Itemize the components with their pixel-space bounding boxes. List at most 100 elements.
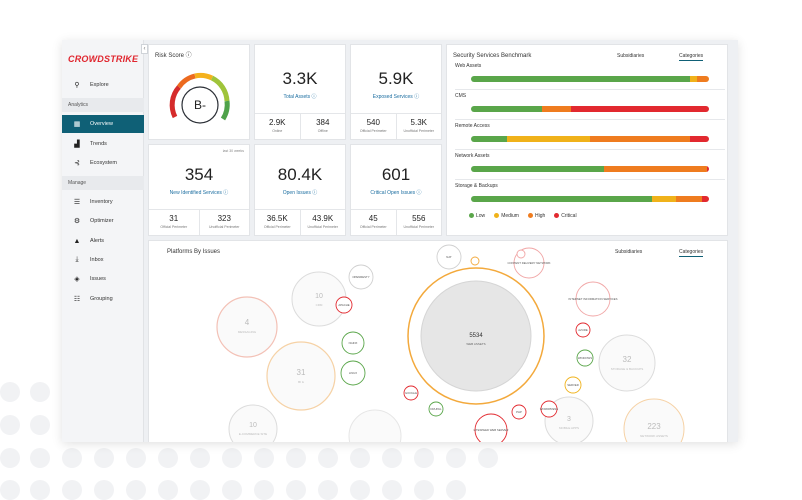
main-bubble-label: WEB ASSETS xyxy=(466,342,485,346)
risk-score-card: Risk Score ⓘ B- xyxy=(148,44,250,140)
sidebar-item-overview[interactable]: ▦ Overview xyxy=(62,115,144,133)
bubble-value: 4 xyxy=(245,318,250,327)
sidebar-item-explore[interactable]: ⚲ Explore xyxy=(62,76,144,94)
bar-segment-low xyxy=(471,106,543,112)
new-services-breakdown: 31 Official Perimeter 323 Unofficial Perim… xyxy=(149,209,249,235)
sidebar-item-ecosystem[interactable]: ⊰ Ecosystem xyxy=(62,154,144,172)
benchmark-bar[interactable] xyxy=(471,166,709,172)
benchmark-bar[interactable] xyxy=(471,76,709,82)
bubble-google[interactable] xyxy=(403,385,419,401)
sidebar-item-optimizer[interactable]: ⚙ Optimizer xyxy=(62,212,144,230)
bubble-litespeed[interactable] xyxy=(474,413,508,442)
bubble-nginx[interactable] xyxy=(341,331,365,355)
bubble-value: 10 xyxy=(249,422,257,429)
bubble-network-assets[interactable] xyxy=(623,398,685,442)
legend-swatch-medium xyxy=(494,213,500,219)
bubble-openresty[interactable] xyxy=(348,264,374,290)
benchmark-row-label: Web Assets xyxy=(455,63,482,69)
new-services-label[interactable]: New Identified Services ⓘ xyxy=(169,190,229,196)
bubble-label: WINDOWS xyxy=(578,356,592,360)
legend-swatch-critical xyxy=(554,213,560,219)
platforms-by-issues-card: Platforms By Issues Subsidiaries Categor… xyxy=(148,240,728,442)
bubble-label: NETWORK ASSETS xyxy=(640,434,668,438)
bubble-value: 32 xyxy=(623,355,632,364)
bubble-bi[interactable] xyxy=(266,341,336,411)
background-dots xyxy=(0,382,498,500)
bubble-messaging[interactable] xyxy=(216,296,278,358)
benchmark-bar[interactable] xyxy=(471,106,709,112)
bubble-label: AZURE xyxy=(578,328,588,332)
bubble-ecommerce[interactable] xyxy=(228,404,278,442)
bubble-faded xyxy=(348,409,402,442)
exposed-services-label[interactable]: Exposed Services ⓘ xyxy=(372,94,420,100)
bubble-label: NAT xyxy=(446,255,452,259)
open-issues-card[interactable]: 80.4K Open Issues ⓘ 36.5K Official Perime… xyxy=(254,144,346,236)
bubble-iis[interactable] xyxy=(575,281,611,317)
bubble-windows[interactable] xyxy=(576,349,594,367)
bubble-storage-backups[interactable] xyxy=(598,334,656,392)
optimizer-icon: ⚙ xyxy=(73,218,81,225)
row-divider xyxy=(455,119,725,120)
bubble-label: LINUX xyxy=(349,371,357,375)
benchmark-bar[interactable] xyxy=(471,196,709,202)
inbox-icon: ⤓ xyxy=(75,256,79,263)
legend-label: Low xyxy=(476,213,486,219)
tab-categories[interactable]: Categories xyxy=(679,249,704,257)
benchmark-bar[interactable] xyxy=(471,136,709,142)
bubble-label: APACHE xyxy=(338,303,349,307)
tab-subsidiaries[interactable]: Subsidiaries xyxy=(617,53,645,59)
new-services-value: 354 xyxy=(184,165,214,184)
bubble-php[interactable] xyxy=(511,404,527,420)
legend-high: High xyxy=(527,213,545,219)
bubble-apache[interactable] xyxy=(335,296,353,314)
sidebar-item-grouping[interactable]: ☷ Grouping xyxy=(62,290,144,308)
bubble-server[interactable] xyxy=(564,376,582,394)
critical-issues-value: 601 xyxy=(381,165,411,184)
tab-categories[interactable]: Categories xyxy=(679,53,704,61)
sidebar-item-inventory[interactable]: ☰ Inventory xyxy=(62,193,144,211)
collapse-sidebar-button[interactable]: ‹ xyxy=(141,44,148,54)
bubble-label: CONTENT DELIVERY NETWORK xyxy=(507,261,550,265)
new-services-card[interactable]: last 30 weeks 354 New Identified Service… xyxy=(148,144,250,236)
legend-medium: Medium xyxy=(494,213,519,219)
bubble-label: LITESPEED WEB SERVER xyxy=(474,428,509,432)
sidebar-item-trends[interactable]: ▟ Trends xyxy=(62,135,144,153)
bubble-wordpress[interactable] xyxy=(540,400,558,418)
exposed-services-card[interactable]: 5.9K Exposed Services ⓘ 540 Official Peri… xyxy=(350,44,442,140)
sidebar-item-label: Explore xyxy=(90,82,109,88)
bubble-label: MESSAGING xyxy=(238,330,257,334)
sidebar-item-alerts[interactable]: ▲ Alerts xyxy=(62,232,144,250)
legend-swatch-low xyxy=(469,213,474,219)
offline-count: 384 xyxy=(316,118,330,127)
critical-issues-label[interactable]: Critical Open Issues ⓘ xyxy=(370,190,422,196)
ecosystem-icon: ⊰ xyxy=(74,160,80,167)
unofficial-label: Unofficial Perimeter xyxy=(209,225,240,229)
bubble-nat[interactable] xyxy=(436,244,462,270)
bubble-label: STORAGE & BACKUPS xyxy=(611,367,644,371)
bubble-drupal[interactable] xyxy=(428,401,444,417)
bar-segment-low xyxy=(471,136,507,142)
bar-segment-high xyxy=(675,196,702,202)
bubble-label: WORDPRESS xyxy=(540,407,558,411)
bubble-web-assets[interactable] xyxy=(420,280,532,392)
bubble-label: BI & xyxy=(298,380,304,384)
sidebar-item-inbox[interactable]: ⤓ Inbox xyxy=(62,251,144,269)
unofficial-label: Unofficial Perimeter xyxy=(307,225,338,229)
sidebar-item-label: Alerts xyxy=(90,238,105,244)
bar-segment-high xyxy=(697,76,709,82)
open-issues-label[interactable]: Open Issues ⓘ xyxy=(282,190,318,196)
total-assets-label[interactable]: Total Assets ⓘ xyxy=(283,94,317,100)
new-services-period: last 30 weeks xyxy=(222,149,244,153)
legend-critical: Critical xyxy=(554,213,577,219)
benchmark-legend: Low Medium High Critical xyxy=(469,213,577,219)
bubble-linux[interactable] xyxy=(340,360,366,386)
total-assets-card[interactable]: 3.3K Total Assets ⓘ 2.9K Online 384 Offlin… xyxy=(254,44,346,140)
official-label: Official Perimeter xyxy=(263,225,291,229)
offline-label: Offline xyxy=(317,129,328,133)
tab-subsidiaries[interactable]: Subsidiaries xyxy=(615,249,643,255)
critical-issues-card[interactable]: 601 Critical Open Issues ⓘ 45 Official Pe… xyxy=(350,144,442,236)
total-assets-value: 3.3K xyxy=(282,69,318,88)
sidebar-item-issues[interactable]: ◈ Issues xyxy=(62,270,144,288)
bubble-azure[interactable] xyxy=(575,322,591,338)
critical-issues-breakdown: 45 Official Perimeter 556 Unofficial Perim… xyxy=(351,209,441,235)
